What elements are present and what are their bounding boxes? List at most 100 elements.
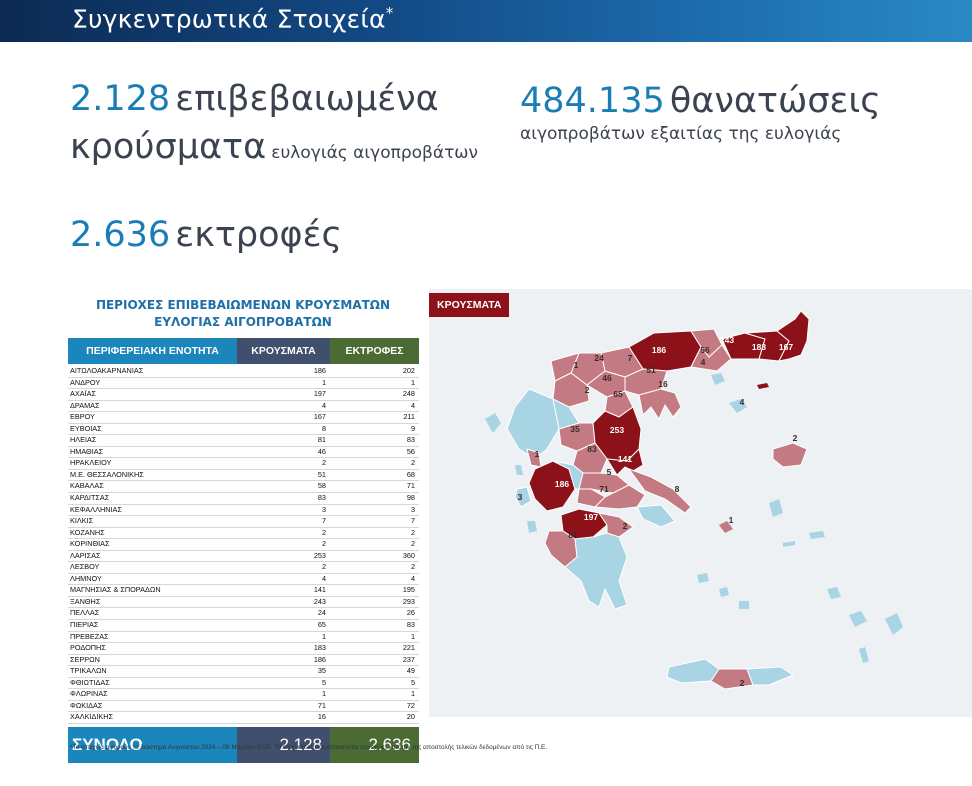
row-farms: 71	[406, 481, 415, 491]
region-samothraki	[757, 383, 769, 389]
region-crete-west	[666, 658, 720, 684]
row-farms: 26	[406, 608, 415, 618]
table-row: ΑΙΤΩΛΟΑΚΑΡΝΑΝΙΑΣ 186 202	[68, 366, 419, 378]
cases-table: ΠΕΡΙΦΕΡΕΙΑΚΗ ΕΝΟΤΗΤΑ ΚΡΟΥΣΜΑΤΑ ΕΚΤΡΟΦΕΣ …	[68, 338, 419, 763]
map-label: 141	[618, 454, 632, 464]
region-lefkada	[515, 465, 523, 475]
table-row: Μ.Ε. ΘΕΣΣΑΛΟΝΙΚΗΣ 51 68	[68, 470, 419, 482]
table-row: ΤΡΙΚΑΛΩΝ 35 49	[68, 666, 419, 678]
header-region: ΠΕΡΙΦΕΡΕΙΑΚΗ ΕΝΟΤΗΤΑ	[68, 338, 237, 364]
table-row: ΗΡΑΚΛΕΙΟΥ 2 2	[68, 458, 419, 470]
total-cases: 2.128	[237, 726, 330, 763]
row-cases: 197	[313, 389, 326, 399]
table-row: ΚΙΛΚΙΣ 7 7	[68, 516, 419, 528]
region-heraklion	[710, 668, 754, 690]
row-region: ΕΒΡΟΥ	[70, 412, 95, 422]
table-row: ΚΟΖΑΝΗΣ 2 2	[68, 528, 419, 540]
table-row: ΑΧΑΪΑΣ 197 248	[68, 389, 419, 401]
row-cases: 5	[321, 677, 326, 687]
table-row: ΚΕΦΑΛΛΗΝΙΑΣ 3 3	[68, 505, 419, 517]
row-cases: 35	[317, 666, 326, 676]
table-row: ΛΕΣΒΟΥ 2 2	[68, 562, 419, 574]
row-cases: 83	[317, 493, 326, 503]
row-region: ΗΜΑΘΙΑΣ	[70, 446, 104, 456]
row-region: ΑΝΔΡΟΥ	[70, 377, 101, 387]
region-chios	[769, 499, 783, 517]
region-limnos	[729, 399, 747, 413]
row-cases: 186	[313, 366, 326, 375]
row-farms: 360	[402, 550, 415, 560]
row-farms: 7	[410, 516, 415, 526]
row-cases: 1	[321, 631, 326, 641]
map-label: 71	[599, 484, 609, 494]
row-region: ΦΩΚΙΔΑΣ	[70, 700, 103, 710]
table-row: ΠΙΕΡΙΑΣ 65 83	[68, 620, 419, 632]
row-cases: 253	[313, 550, 326, 560]
row-cases: 71	[317, 700, 326, 710]
row-farms: 1	[410, 377, 415, 387]
row-cases: 2	[321, 527, 326, 537]
row-region: ΑΙΤΩΛΟΑΚΑΡΝΑΝΙΑΣ	[70, 366, 144, 375]
confirmed-cases-label: επιβεβαιωμένα κρούσματα	[70, 79, 439, 167]
row-region: ΠΡΕΒΕΖΑΣ	[70, 631, 109, 641]
row-region: ΚΙΛΚΙΣ	[70, 516, 94, 526]
stat-confirmed-cases: 2.128 επιβεβαιωμένα κρούσματα ευλογιάς α…	[70, 78, 490, 174]
row-region: ΕΥΒΟΙΑΣ	[70, 423, 102, 433]
row-region: ΑΧΑΪΑΣ	[70, 389, 97, 399]
row-region: ΞΑΝΘΗΣ	[70, 596, 101, 606]
row-cases: 183	[313, 643, 326, 653]
row-region: ΤΡΙΚΑΛΩΝ	[70, 666, 107, 676]
table-row: ΦΘΙΩΤΙΔΑΣ 5 5	[68, 678, 419, 690]
farms-number: 2.636	[70, 215, 171, 255]
header-bar: Συγκεντρωτικά Στοιχεία*	[0, 0, 972, 42]
row-region: ΚΑΒΑΛΑΣ	[70, 481, 104, 491]
table-row: ΠΡΕΒΕΖΑΣ 1 1	[68, 632, 419, 644]
row-region: ΠΙΕΡΙΑΣ	[70, 620, 99, 630]
row-farms: 98	[406, 493, 415, 503]
table-row: ΡΟΔΟΠΗΣ 183 221	[68, 643, 419, 655]
map-label: 83	[587, 444, 597, 454]
row-farms: 4	[410, 573, 415, 583]
region-thasos	[711, 373, 725, 385]
row-cases: 24	[317, 608, 326, 618]
deaths-number: 484.135	[520, 81, 665, 121]
map-label: 4	[740, 397, 745, 407]
map-label: 65	[613, 389, 623, 399]
map-label: 7	[628, 353, 633, 363]
map-label: 243	[720, 335, 734, 345]
row-cases: 3	[321, 504, 326, 514]
farms-label: εκτροφές	[175, 215, 343, 255]
footnote: *Τα στοιχεία αφορούν το διάστημα Αυγούστ…	[70, 744, 548, 751]
region-epirus	[506, 388, 560, 460]
region-lesvos	[772, 442, 808, 468]
total-label: ΣΥΝΟΛΟ	[68, 726, 237, 763]
row-region: ΚΟΡΙΝΘΙΑΣ	[70, 539, 110, 549]
region-crete-east	[746, 666, 795, 686]
table-row: ΛΑΡΙΣΑΣ 253 360	[68, 551, 419, 563]
row-farms: 1	[410, 689, 415, 699]
confirmed-cases-number: 2.128	[70, 79, 171, 119]
header-farms: ΕΚΤΡΟΦΕΣ	[330, 338, 419, 364]
row-region: ΠΕΛΛΑΣ	[70, 608, 100, 618]
region-samos	[809, 531, 825, 539]
greece-map: 186 56 243 183 167 24 7 4 1 46 51 2 65 16 4 35 253 2 1 83 14…	[429, 289, 972, 717]
table-title-line1: ΠΕΡΙΟΧΕΣ ΕΠΙΒΕΒΑΙΩΜΕΝΩΝ ΚΡΟΥΣΜΑΤΩΝ	[95, 298, 391, 312]
row-farms: 248	[402, 389, 415, 399]
map-label: 253	[610, 425, 624, 435]
map-label: 197	[584, 512, 598, 522]
region-ikaria	[783, 541, 795, 547]
map-label: 24	[594, 353, 604, 363]
map-label: 56	[700, 345, 710, 355]
stat-farms: 2.636 εκτροφές	[70, 210, 342, 266]
table-row: ΗΛΕΙΑΣ 81 83	[68, 435, 419, 447]
deaths-label: θανατώσεις	[669, 81, 881, 121]
row-farms: 237	[402, 654, 415, 664]
row-farms: 72	[406, 700, 415, 710]
map-label: 51	[646, 365, 656, 375]
row-region: ΦΘΙΩΤΙΔΑΣ	[70, 677, 110, 687]
row-region: ΔΡΑΜΑΣ	[70, 400, 100, 410]
row-farms: 5	[410, 677, 415, 687]
row-farms: 49	[406, 666, 415, 676]
